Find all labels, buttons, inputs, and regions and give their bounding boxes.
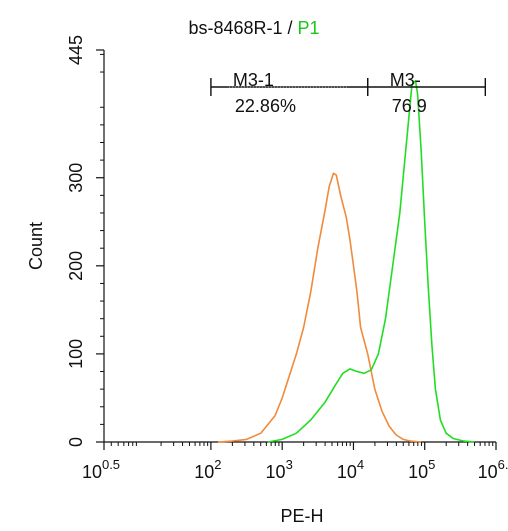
y-tick-label-4: 300	[66, 163, 86, 193]
x-tick-label-3: 103	[266, 457, 293, 482]
gate-2-percent: 76.9	[392, 96, 427, 116]
y-axis-ticks: 0 100 200 300 445	[66, 35, 104, 447]
y-axis-label: Count	[26, 222, 46, 270]
x-tick-label-2: 102	[194, 457, 221, 482]
histogram-series-2	[267, 80, 475, 443]
x-tick-label-1: 100.5	[82, 457, 120, 482]
gates-layer: M3-1 22.86% M3- 76.9	[210, 70, 487, 116]
series-layer	[217, 80, 475, 443]
chart-title-highlight: P1	[297, 18, 320, 38]
plot-frame	[103, 50, 496, 443]
x-axis-ticks: 100.5 102 103 104 105 106.	[82, 442, 508, 482]
gate-1-label: M3-1	[233, 70, 274, 90]
x-tick-label-5: 105	[408, 457, 435, 482]
gate-1-percent: 22.86%	[235, 96, 296, 116]
y-tick-label-3: 200	[66, 251, 86, 281]
chart-title-prefix: bs-8468R-1 /	[188, 18, 298, 38]
histogram-series-1	[217, 172, 422, 443]
x-tick-label-6: 106.	[478, 457, 508, 482]
gate-2-label: M3-	[390, 70, 421, 90]
y-tick-label-1: 0	[66, 437, 86, 447]
x-tick-label-4: 104	[337, 457, 364, 482]
y-tick-label-5: 445	[66, 35, 86, 65]
x-axis-label: PE-H	[280, 506, 323, 526]
chart-title: bs-8468R-1 / P1	[0, 18, 508, 39]
y-tick-label-2: 100	[66, 339, 86, 369]
